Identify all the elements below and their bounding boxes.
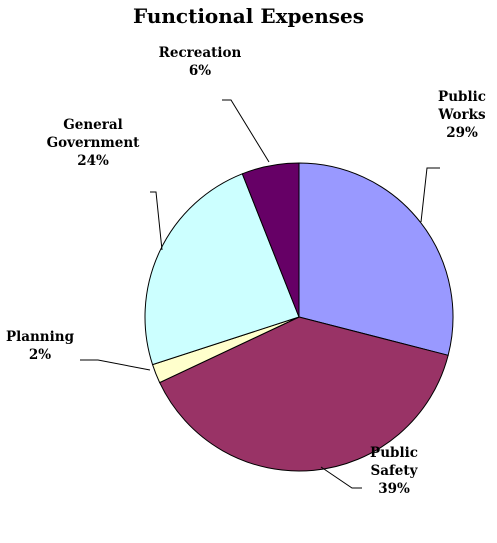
slice-label-general-government: General Government 24% <box>47 117 141 169</box>
slice-name-line: Safety <box>371 463 419 479</box>
leader-line-general-government <box>150 191 163 251</box>
slice-label-recreation: Recreation 6% <box>159 45 242 79</box>
slice-labels: Public Works 29% Public Safety 39% Planning 2% G… <box>6 45 486 497</box>
slice-percent: 2% <box>29 347 51 363</box>
slice-percent: 24% <box>77 153 109 169</box>
leader-line-recreation <box>222 99 270 163</box>
slice-name-line: General <box>63 117 123 133</box>
leader-lines <box>80 99 440 489</box>
slice-percent: 6% <box>189 63 211 79</box>
pie-slice-public-works <box>298 162 454 356</box>
pie-slice-general-government <box>144 173 300 366</box>
pie-slices <box>144 162 454 472</box>
slice-label-planning: Planning 2% <box>6 329 75 363</box>
chart-title: Functional Expenses <box>132 4 364 28</box>
pie-slice-public-safety <box>158 316 449 472</box>
slice-name-line: Recreation <box>159 45 242 61</box>
slice-label-public-works: Public Works 29% <box>437 89 486 141</box>
slice-name-line: Public <box>438 89 486 105</box>
slice-percent: 29% <box>446 125 478 141</box>
slice-percent: 39% <box>378 481 410 497</box>
pie-slice-recreation <box>241 162 300 318</box>
slice-name-line: Planning <box>6 329 75 345</box>
slice-name-line: Public <box>370 445 418 461</box>
leader-line-planning <box>80 359 151 371</box>
slice-name-line: Works <box>437 107 486 123</box>
slice-name-line: Government <box>47 135 141 151</box>
leader-line-public-safety <box>320 466 362 489</box>
slice-label-public-safety: Public Safety 39% <box>370 445 419 497</box>
leader-line-public-works <box>420 167 440 223</box>
